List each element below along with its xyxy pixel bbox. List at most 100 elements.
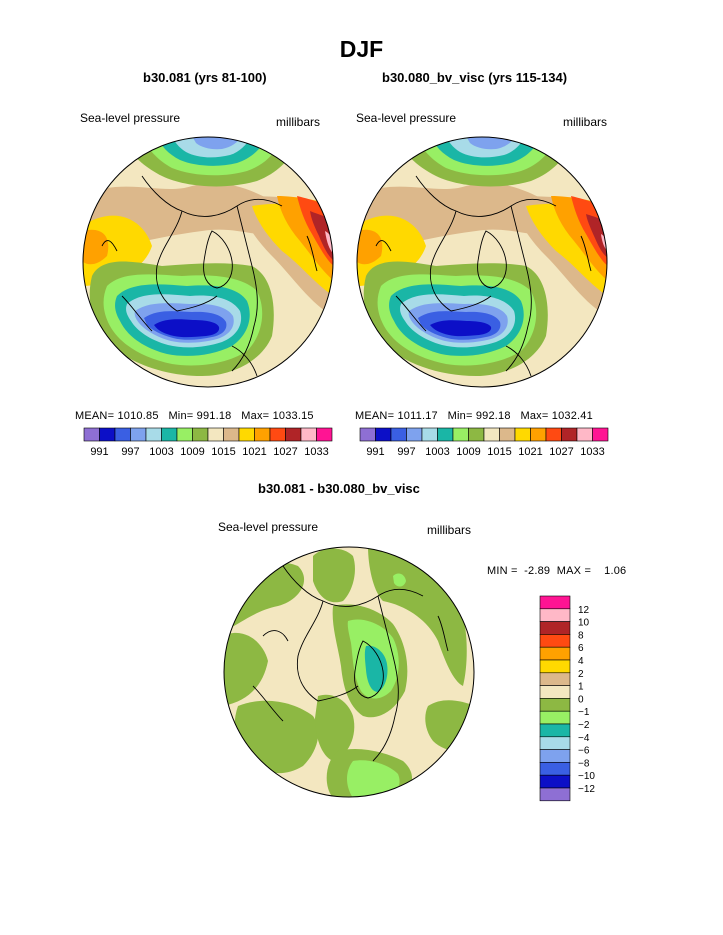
panel-2-colorbar-box xyxy=(437,427,454,442)
panel-2-mean-label: MEAN= xyxy=(355,410,395,422)
panel-2-colorbar-box xyxy=(406,427,423,442)
panel-1-colorbar-label: 1015 xyxy=(211,446,235,458)
panel-2-colorbar-box xyxy=(483,427,500,442)
panel-2-colorbar-box xyxy=(545,427,562,442)
panel-2-colorbar-label: 1003 xyxy=(425,446,449,458)
panel-2-polar-map xyxy=(356,136,608,388)
difference-colorbar-label: −6 xyxy=(578,746,590,757)
panel-2-colorbar-box xyxy=(514,427,531,442)
difference-colorbar-label: −2 xyxy=(578,720,590,731)
difference-colorbar-box xyxy=(539,723,571,738)
panel-2-colorbar-label: 997 xyxy=(397,446,415,458)
panel-1-colorbar-box xyxy=(254,427,271,442)
panel-2-field-label: Sea-level pressure xyxy=(356,111,457,125)
difference-colorbar-label: 6 xyxy=(578,643,584,654)
difference-colorbar-label: −8 xyxy=(578,758,590,769)
panel-1-colorbar-box xyxy=(99,427,116,442)
panel-2-mean: 1011.17 xyxy=(397,410,438,422)
panel-1-min: 991.18 xyxy=(196,410,232,422)
difference-max: 1.06 xyxy=(604,565,627,577)
panel-1-max: 1033.15 xyxy=(272,410,314,422)
panel-2-title: b30.080_bv_visc (yrs 115-134) xyxy=(382,70,568,85)
difference-colorbar-box xyxy=(539,787,571,802)
panel-2-colorbar-box xyxy=(452,427,469,442)
panel-1-colorbar-box xyxy=(114,427,131,442)
difference-colorbar-label: −12 xyxy=(578,784,595,795)
panel-2-colorbar-box xyxy=(499,427,516,442)
panel-1-mean-label: MEAN= xyxy=(75,410,115,422)
difference-colorbar-label: 2 xyxy=(578,669,584,680)
difference-colorbar-box xyxy=(539,774,571,789)
panel-2-colorbar-label: 1033 xyxy=(580,446,604,458)
panel-2-colorbar-box xyxy=(421,427,438,442)
difference-colorbar-label: −4 xyxy=(578,733,590,744)
panel-1-colorbar-label: 1003 xyxy=(149,446,173,458)
figure-title: DJF xyxy=(339,36,384,62)
panel-1-colorbar-label: 1009 xyxy=(180,446,204,458)
difference-colorbar-box xyxy=(539,762,571,776)
panel-2-colorbar-box xyxy=(561,427,578,442)
panel-1-min-label: Min= xyxy=(168,410,194,422)
panel-1-colorbar-label: 1027 xyxy=(273,446,297,458)
panel-2-min-label: Min= xyxy=(447,410,473,422)
panel-1-max-label: Max= xyxy=(241,410,270,422)
difference-colorbar-label: −1 xyxy=(578,707,590,718)
panel-1-colorbar: 991 997 1003 1009 1015 1021 1027 1033 xyxy=(83,427,333,458)
difference-colorbar-label: 10 xyxy=(578,618,590,629)
panel-1-title: b30.081 (yrs 81-100) xyxy=(143,70,267,85)
difference-colorbar-box xyxy=(539,608,571,622)
panel-2-colorbar-box xyxy=(468,427,485,442)
panel-1-colorbar-box xyxy=(145,427,162,442)
difference-title: b30.081 - b30.080_bv_visc xyxy=(258,481,420,496)
difference-colorbar-box xyxy=(539,698,571,712)
panel-2-colorbar-label: 1009 xyxy=(456,446,480,458)
panel-2-colorbar-box xyxy=(530,427,547,442)
panel-2-units: millibars xyxy=(563,115,608,129)
panel-1-colorbar-label: 991 xyxy=(90,446,108,458)
panel-1-colorbar-box xyxy=(176,427,193,442)
difference-stats: MIN = -2.89 MAX = 1.06 xyxy=(487,565,626,577)
difference-colorbar-box xyxy=(539,736,571,750)
panel-2-max-label: Max= xyxy=(520,410,549,422)
difference-units: millibars xyxy=(427,523,472,537)
panel-2-colorbar-label: 1015 xyxy=(487,446,511,458)
difference-colorbar-box xyxy=(539,659,571,674)
difference-colorbar-box xyxy=(539,685,571,699)
panel-1-polar-map xyxy=(82,136,334,388)
panel-1-colorbar-label: 997 xyxy=(121,446,139,458)
panel-1-colorbar-box xyxy=(223,427,240,442)
panel-2-colorbar-box xyxy=(592,427,609,442)
panel-1-colorbar-box xyxy=(285,427,302,442)
panel-1-units: millibars xyxy=(276,115,321,129)
panel-2-colorbar-label: 1027 xyxy=(549,446,573,458)
panel-1-colorbar-box xyxy=(161,427,178,442)
panel-2-colorbar: 991 997 1003 1009 1015 1021 1027 1033 xyxy=(359,427,609,458)
difference-colorbar-label: 8 xyxy=(578,630,584,641)
panel-1-colorbar-box xyxy=(192,427,209,442)
difference-colorbar-label: 1 xyxy=(578,682,584,693)
panel-2-colorbar-label: 1021 xyxy=(518,446,542,458)
panel-1-colorbar-box xyxy=(269,427,286,442)
difference-colorbar-box xyxy=(539,749,571,763)
panel-1-colorbar-label: 1033 xyxy=(304,446,328,458)
difference-max-label: MAX = xyxy=(556,565,592,577)
panel-2-colorbar-box xyxy=(576,427,593,442)
panel-1-field-label: Sea-level pressure xyxy=(80,111,181,125)
panel-1-colorbar-box xyxy=(83,427,100,442)
difference-colorbar-label: 4 xyxy=(578,656,584,667)
panel-2-colorbar-box xyxy=(375,427,392,442)
difference-field-label: Sea-level pressure xyxy=(218,520,319,534)
difference-colorbar-label: 12 xyxy=(578,605,590,616)
panel-2-colorbar-box xyxy=(359,427,376,442)
panel-1-colorbar-box xyxy=(316,427,333,442)
panel-1-colorbar-box xyxy=(238,427,255,442)
difference-min: -2.89 xyxy=(524,565,551,577)
panel-2-colorbar-box xyxy=(390,427,407,442)
difference-colorbar-box xyxy=(539,595,571,610)
panel-1-colorbar-box xyxy=(130,427,147,442)
panel-1-colorbar-box xyxy=(207,427,224,442)
difference-colorbar-box xyxy=(539,672,571,686)
difference-colorbar-box xyxy=(539,710,571,725)
panel-2-min: 992.18 xyxy=(475,410,511,422)
